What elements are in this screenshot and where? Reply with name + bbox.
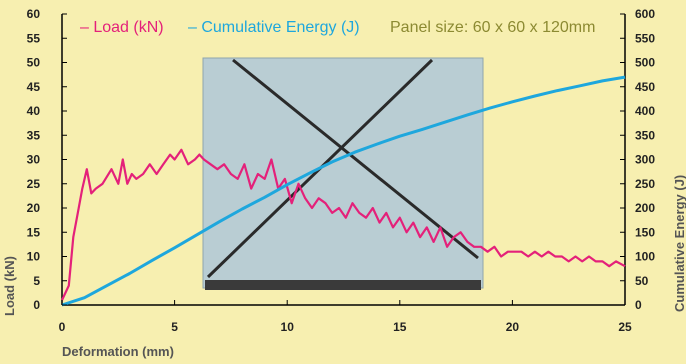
y-left-tick-label: 40 (27, 104, 41, 118)
y-left-tick-label: 50 (27, 56, 41, 70)
y-left-tick-label: 20 (27, 201, 41, 215)
y-right-tick-label: 400 (635, 104, 655, 118)
y-axis-right-label: Cumulative Energy (J) (672, 175, 686, 312)
x-tick-label: 20 (506, 320, 520, 334)
y-left-tick-label: 55 (27, 31, 41, 45)
y-right-tick-label: 500 (635, 56, 655, 70)
legend-load: – Load (kN) (80, 19, 164, 36)
panel-photo-base (205, 280, 481, 290)
x-axis-label: Deformation (mm) (62, 344, 174, 359)
x-tick-label: 15 (393, 320, 407, 334)
series-layer (61, 75, 626, 307)
y-right-tick-label: 450 (635, 80, 655, 94)
y-right-tick-label: 250 (635, 177, 655, 191)
y-right-tick-label: 350 (635, 128, 655, 142)
y-left-tick-label: 10 (27, 250, 41, 264)
y-left-tick-label: 60 (27, 7, 41, 21)
y-right-tick-label: 300 (635, 153, 655, 167)
y-right-tick-label: 600 (635, 7, 655, 21)
y-right-tick-label: 100 (635, 250, 655, 264)
ticks-layer: 0510152025303540455055600501001502002503… (27, 7, 656, 334)
panel-crack-1 (232, 58, 479, 260)
y-right-tick-label: 50 (635, 274, 649, 288)
panel-photo (202, 57, 484, 290)
series-load-line (61, 148, 626, 301)
series-energy-line (61, 75, 626, 307)
y-left-tick-label: 35 (27, 128, 41, 142)
y-right-tick-label: 150 (635, 225, 655, 239)
y-right-tick-label: 200 (635, 201, 655, 215)
y-left-tick-label: 25 (27, 177, 41, 191)
y-right-tick-label: 0 (635, 298, 642, 312)
y-left-tick-label: 5 (33, 274, 40, 288)
x-tick-label: 25 (618, 320, 632, 334)
legend-energy: – Cumulative Energy (J) (188, 19, 360, 36)
x-tick-label: 5 (171, 320, 178, 334)
x-tick-label: 10 (281, 320, 295, 334)
y-left-tick-label: 0 (33, 298, 40, 312)
x-tick-label: 0 (59, 320, 66, 334)
panel-size-annotation: Panel size: 60 x 60 x 120mm (390, 19, 595, 36)
y-axis-left-label: Load (kN) (2, 256, 17, 316)
panel-photo-body (202, 57, 484, 289)
y-right-tick-label: 550 (635, 31, 655, 45)
y-left-tick-label: 30 (27, 153, 41, 167)
y-left-tick-label: 45 (27, 80, 41, 94)
y-left-tick-label: 15 (27, 225, 41, 239)
